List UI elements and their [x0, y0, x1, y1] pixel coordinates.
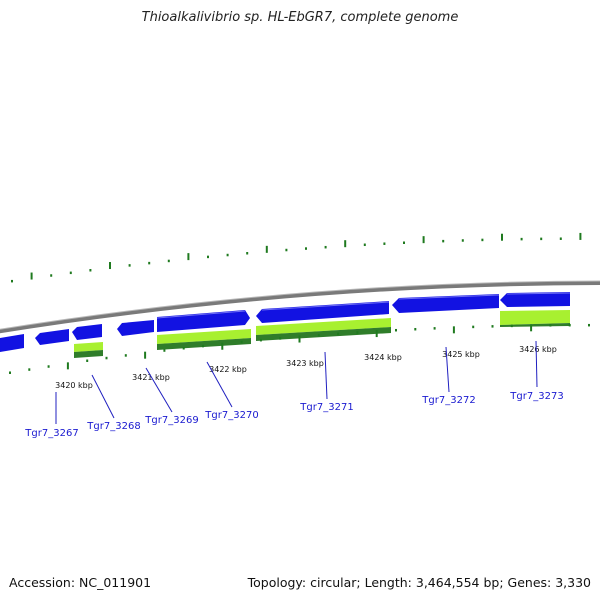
cds-feature[interactable]: [157, 329, 251, 344]
genome-backbone-highlight: [0, 280, 600, 330]
kbp-label: 3423 kbp: [286, 359, 324, 368]
locus-label-group: Tgr7_3267 Tgr7_3268 Tgr7_3269 Tgr7_3270 Tgr7…: [24, 340, 564, 439]
locus-leader-line: [535, 340, 538, 388]
kbp-label: 3421 kbp: [132, 373, 170, 382]
genome-summary-text: Topology: circular; Length: 3,464,554 bp…: [247, 575, 591, 590]
locus-tag-label[interactable]: Tgr7_3272: [421, 395, 475, 406]
cds-feature[interactable]: [74, 350, 103, 358]
inner-tick-track: [9, 323, 590, 374]
cds-feature[interactable]: [500, 310, 570, 325]
locus-leader-line: [91, 374, 115, 419]
kbp-label: 3426 kbp: [519, 345, 557, 354]
locus-leader-line: [145, 367, 173, 413]
kbp-label: 3424 kbp: [364, 353, 402, 362]
gene-arrow[interactable]: [500, 292, 570, 307]
gene-arrow[interactable]: [157, 310, 250, 332]
locus-tag-label[interactable]: Tgr7_3273: [509, 391, 563, 402]
genome-backbone: [0, 281, 600, 334]
gene-track: [0, 292, 571, 352]
accession-text: Accession: NC_011901: [9, 575, 152, 590]
gene-arrow[interactable]: [117, 320, 154, 336]
cds-feature[interactable]: [74, 342, 103, 352]
locus-tag-label[interactable]: Tgr7_3268: [86, 421, 140, 432]
cds-feature[interactable]: [256, 318, 391, 335]
gene-highlight: [156, 292, 571, 319]
kbp-label: 3425 kbp: [442, 350, 480, 359]
gene-arrow[interactable]: [72, 324, 102, 340]
kbp-label: 3422 kbp: [209, 365, 247, 374]
gene-arrow[interactable]: [392, 294, 499, 313]
locus-tag-label[interactable]: Tgr7_3269: [144, 415, 198, 426]
locus-tag-label[interactable]: Tgr7_3271: [299, 402, 353, 413]
cds-feature[interactable]: [256, 327, 391, 341]
cds-track: [74, 310, 570, 358]
gene-arrow[interactable]: [256, 301, 389, 323]
cds-feature[interactable]: [500, 323, 570, 327]
cds-feature[interactable]: [157, 338, 251, 350]
locus-tag-label[interactable]: Tgr7_3270: [204, 410, 258, 421]
locus-leader-line: [206, 361, 233, 408]
locus-tag-label[interactable]: Tgr7_3267: [24, 428, 78, 439]
kbp-label: 3420 kbp: [55, 381, 93, 390]
locus-leader-line: [445, 346, 450, 393]
locus-leader-line: [324, 351, 328, 400]
genome-title: Thioalkalivibrio sp. HL-EbGR7, complete …: [141, 10, 459, 25]
gene-arrow[interactable]: [0, 334, 24, 352]
gene-arrow[interactable]: [35, 329, 69, 345]
outer-tick-track: [11, 232, 582, 283]
kbp-label-group: 3420 kbp 3421 kbp 3422 kbp 3423 kbp 3424 kbp…: [55, 345, 557, 390]
